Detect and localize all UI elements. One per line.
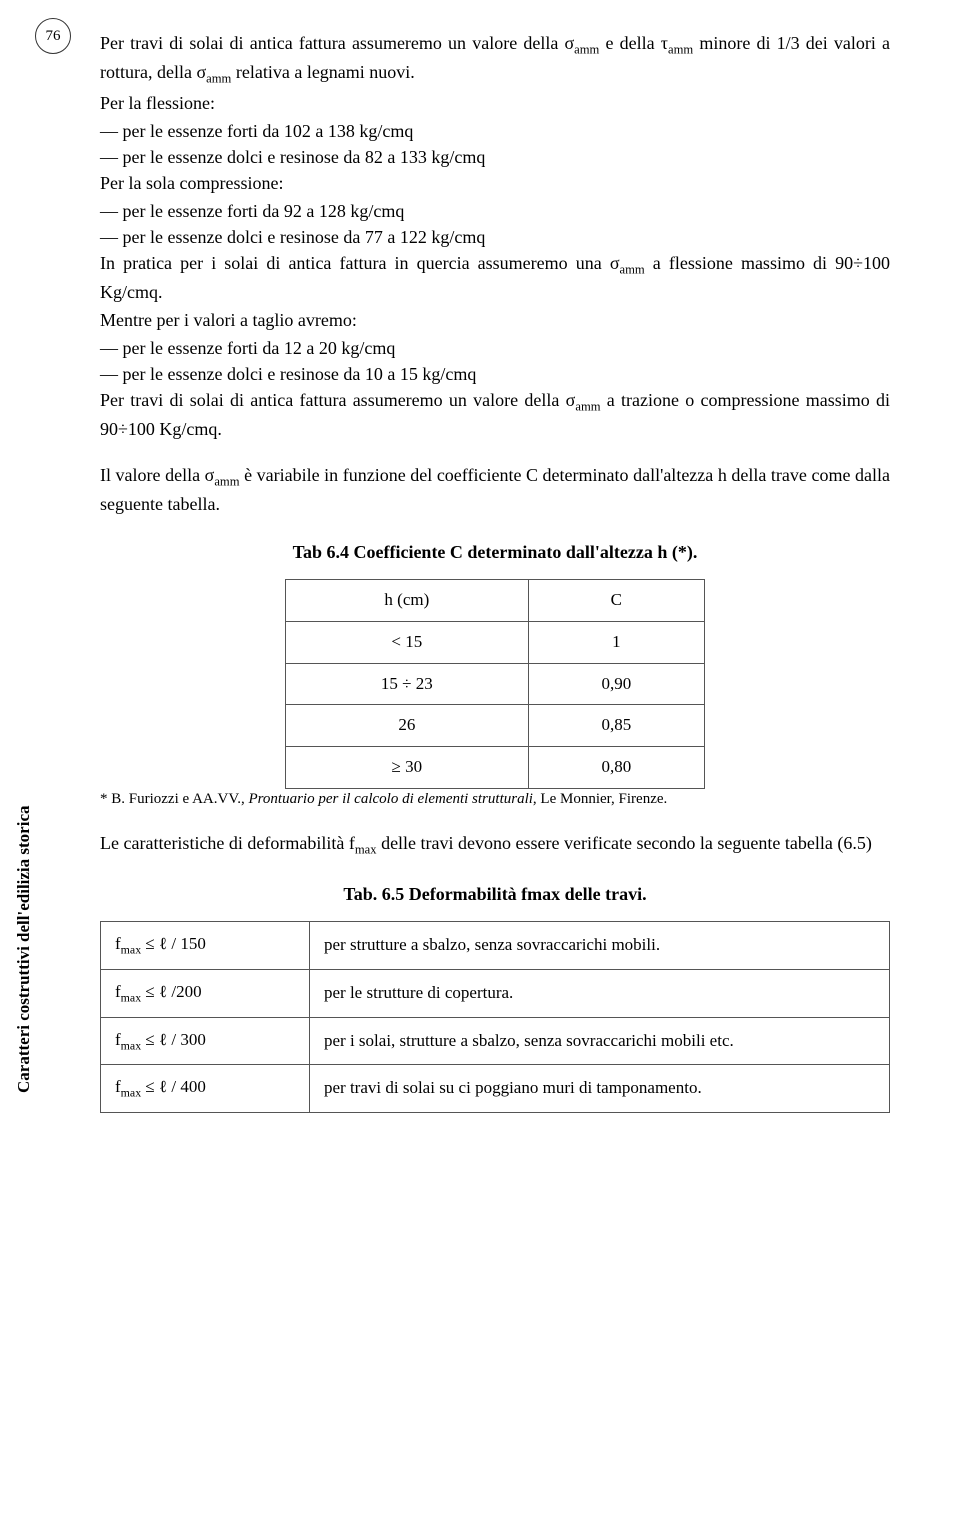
taglio-item: — per le essenze dolci e resinose da 10 … [100,361,890,387]
pratica-para: In pratica per i solai di antica fattura… [100,250,890,305]
taglio-item: — per le essenze forti da 12 a 20 kg/cmq [100,335,890,361]
valore-para: Il valore della σamm è variabile in funz… [100,462,890,517]
tab64-cell: 0,80 [528,747,704,789]
tab64-cell: 15 ÷ 23 [286,663,529,705]
trazione-para: Per travi di solai di antica fattura ass… [100,387,890,442]
tab64-caption: Tab 6.4 Coefficiente C determinato dall'… [100,539,890,565]
page-number: 76 [35,18,71,54]
flessione-item: — per le essenze dolci e resinose da 82 … [100,144,890,170]
tab64-header: C [528,580,704,622]
tab65-caption: Tab. 6.5 Deformabilità fmax delle travi. [100,881,890,907]
compressione-head: Per la sola compressione: [100,170,890,196]
tab65-formula: fmax ≤ ℓ /200 [101,969,310,1017]
tab65-formula: fmax ≤ ℓ / 300 [101,1017,310,1065]
tab64-cell: 26 [286,705,529,747]
side-label: Caratteri costruttivi dell'edilizia stor… [14,805,34,1093]
flessione-item: — per le essenze forti da 102 a 138 kg/c… [100,118,890,144]
tab65-desc: per le strutture di copertura. [310,969,890,1017]
tab64-cell: < 15 [286,622,529,664]
tab65-formula: fmax ≤ ℓ / 150 [101,922,310,970]
tab65-desc: per strutture a sbalzo, senza sovraccari… [310,922,890,970]
tab65-desc: per i solai, strutture a sbalzo, senza s… [310,1017,890,1065]
tab64-header: h (cm) [286,580,529,622]
tab65-table: fmax ≤ ℓ / 150 per strutture a sbalzo, s… [100,921,890,1113]
tab65-formula: fmax ≤ ℓ / 400 [101,1065,310,1113]
para-1: Per travi di solai di antica fattura ass… [100,30,890,88]
compressione-item: — per le essenze forti da 92 a 128 kg/cm… [100,198,890,224]
tab65-desc: per travi di solai su ci poggiano muri d… [310,1065,890,1113]
tab64-cell: ≥ 30 [286,747,529,789]
body-text: Per travi di solai di antica fattura ass… [100,30,890,1113]
deform-intro: Le caratteristiche di deformabilità fmax… [100,830,890,859]
tab64-table: h (cm) C < 15 1 15 ÷ 23 0,90 26 0,85 ≥ 3… [285,579,705,788]
tab64-cell: 0,90 [528,663,704,705]
flessione-head: Per la flessione: [100,90,890,116]
taglio-head: Mentre per i valori a taglio avremo: [100,307,890,333]
tab64-cell: 0,85 [528,705,704,747]
tab64-cell: 1 [528,622,704,664]
footnote: * B. Furiozzi e AA.VV., Prontuario per i… [100,789,890,811]
compressione-item: — per le essenze dolci e resinose da 77 … [100,224,890,250]
